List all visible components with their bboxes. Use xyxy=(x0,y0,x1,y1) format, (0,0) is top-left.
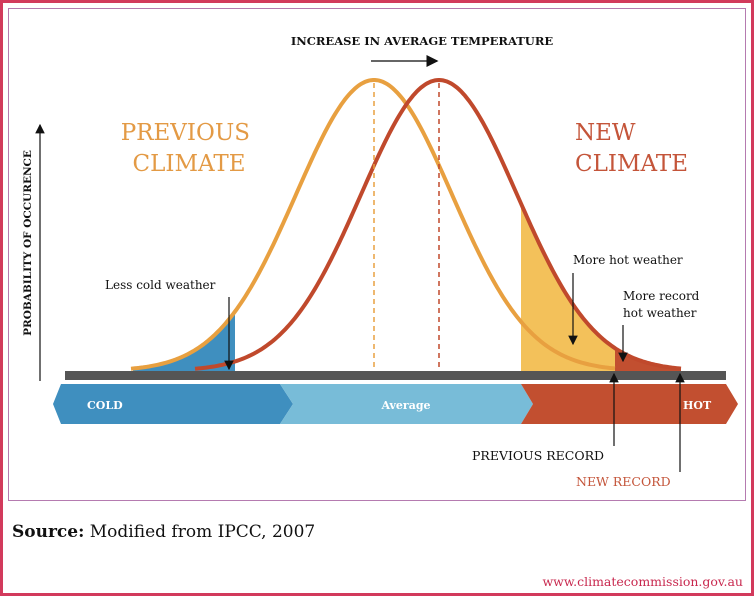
more-record-line2: hot weather xyxy=(623,306,697,320)
less-cold-fill xyxy=(133,311,235,371)
previous-climate-line2: CLIMATE xyxy=(133,151,246,177)
more-hot-fill xyxy=(521,203,615,371)
hot-label: HOT xyxy=(683,399,712,412)
new-climate-line2: CLIMATE xyxy=(575,151,688,177)
y-axis-label: PROBABILITY OF OCCURENCE xyxy=(22,150,34,336)
more-hot-label: More hot weather xyxy=(573,253,683,267)
average-band xyxy=(280,384,533,424)
source-note: Source: Modified from IPCC, 2007 xyxy=(12,522,315,542)
temperature-axis xyxy=(65,371,726,380)
climate-distribution-diagram: INCREASE IN AVERAGE TEMPERATURE PROBABIL… xyxy=(22,34,738,489)
new-record-label: NEW RECORD xyxy=(576,474,671,489)
new-climate-label: NEW CLIMATE xyxy=(575,120,688,177)
more-record-hot-fill xyxy=(615,348,681,371)
source-text: Modified from IPCC, 2007 xyxy=(84,522,316,542)
more-record-line1: More record xyxy=(623,289,700,303)
source-label: Source: xyxy=(12,522,85,542)
previous-climate-curve xyxy=(130,78,616,371)
diagram-title: INCREASE IN AVERAGE TEMPERATURE xyxy=(291,34,554,48)
diagram-border xyxy=(8,8,746,501)
more-record-label: More record hot weather xyxy=(623,289,703,320)
previous-record-label: PREVIOUS RECORD xyxy=(472,448,604,463)
new-climate-curve xyxy=(194,77,682,371)
average-label: Average xyxy=(380,399,430,412)
hot-band xyxy=(521,384,738,424)
source-url: www.climatecommission.gov.au xyxy=(542,574,743,589)
previous-climate-label: PREVIOUS CLIMATE xyxy=(121,120,258,177)
cold-band xyxy=(53,384,293,424)
previous-climate-line1: PREVIOUS xyxy=(121,120,250,146)
new-climate-line1: NEW xyxy=(575,120,636,146)
less-cold-label: Less cold weather xyxy=(105,278,216,292)
cold-label: COLD xyxy=(87,399,123,412)
